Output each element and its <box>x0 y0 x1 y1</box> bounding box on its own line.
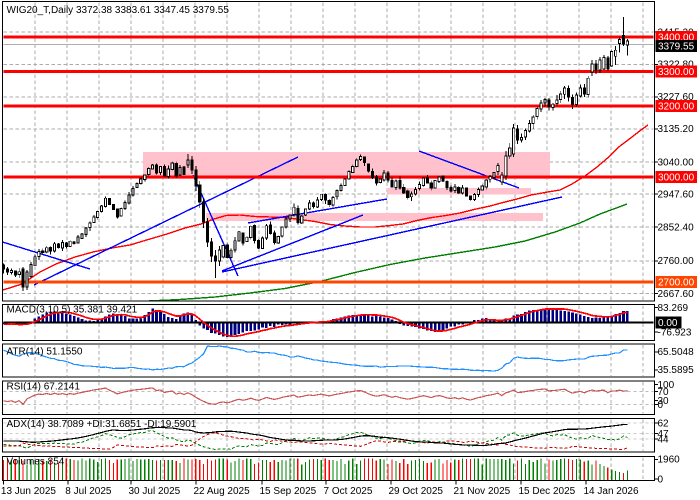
svg-text:100: 100 <box>658 380 675 391</box>
svg-text:0.00: 0.00 <box>658 318 678 329</box>
svg-text:35.5895: 35.5895 <box>658 365 695 376</box>
svg-text:15 Dec 2025: 15 Dec 2025 <box>519 486 576 497</box>
svg-text:2760.00: 2760.00 <box>658 256 695 267</box>
svg-text:Volumes 854: Volumes 854 <box>7 457 65 468</box>
svg-text:3300.00: 3300.00 <box>658 67 695 78</box>
svg-text:30: 30 <box>658 396 670 407</box>
svg-text:3379.55: 3379.55 <box>658 42 695 53</box>
svg-text:29 Oct 2025: 29 Oct 2025 <box>389 486 444 497</box>
svg-text:30 Jul 2025: 30 Jul 2025 <box>129 486 181 497</box>
svg-text:3227.60: 3227.60 <box>658 92 695 103</box>
svg-text:65.5048: 65.5048 <box>658 347 695 358</box>
svg-text:3400.00: 3400.00 <box>658 33 695 44</box>
svg-text:2947.60: 2947.60 <box>658 189 695 200</box>
svg-text:13 Jun 2025: 13 Jun 2025 <box>1 486 56 497</box>
svg-text:47: 47 <box>658 429 670 440</box>
svg-text:14 Jan 2026: 14 Jan 2026 <box>584 486 639 497</box>
svg-text:3200.00: 3200.00 <box>658 102 695 113</box>
svg-text:WIG20_T,Daily 3372.38 3383.61: WIG20_T,Daily 3372.38 3383.61 3347.45 33… <box>7 5 230 16</box>
svg-text:21 Nov 2025: 21 Nov 2025 <box>454 486 511 497</box>
svg-text:3000.00: 3000.00 <box>658 173 695 184</box>
svg-text:3135.20: 3135.20 <box>658 124 695 135</box>
svg-text:2700.00: 2700.00 <box>658 278 695 289</box>
svg-text:7 Oct 2025: 7 Oct 2025 <box>324 486 373 497</box>
svg-text:70: 70 <box>658 387 670 398</box>
svg-text:22 Aug 2025: 22 Aug 2025 <box>194 486 251 497</box>
svg-text:2852.40: 2852.40 <box>658 223 695 234</box>
svg-text:-76.923: -76.923 <box>658 327 692 338</box>
svg-text:ATR(14) 51.1550: ATR(14) 51.1550 <box>7 347 83 358</box>
svg-text:1960: 1960 <box>658 455 681 466</box>
svg-text:RSI(14) 67.2141: RSI(14) 67.2141 <box>7 382 81 393</box>
svg-text:3040.00: 3040.00 <box>658 157 695 168</box>
svg-text:0: 0 <box>658 400 664 411</box>
svg-text:MACD(3,10,5) 35.381 39.421: MACD(3,10,5) 35.381 39.421 <box>7 305 138 316</box>
svg-text:8 Jul 2025: 8 Jul 2025 <box>65 486 112 497</box>
svg-text:44: 44 <box>658 435 670 446</box>
svg-text:83.269: 83.269 <box>658 303 689 314</box>
svg-text:62: 62 <box>658 419 670 430</box>
svg-text:0: 0 <box>658 474 664 485</box>
svg-text:15 Sep 2025: 15 Sep 2025 <box>260 486 317 497</box>
svg-text:3322.80: 3322.80 <box>658 60 695 71</box>
svg-text:ADX(14) 38.7089 +DI:31.6851 -D: ADX(14) 38.7089 +DI:31.6851 -DI:19.5901 <box>7 419 197 430</box>
svg-text:2667.60: 2667.60 <box>658 289 695 300</box>
